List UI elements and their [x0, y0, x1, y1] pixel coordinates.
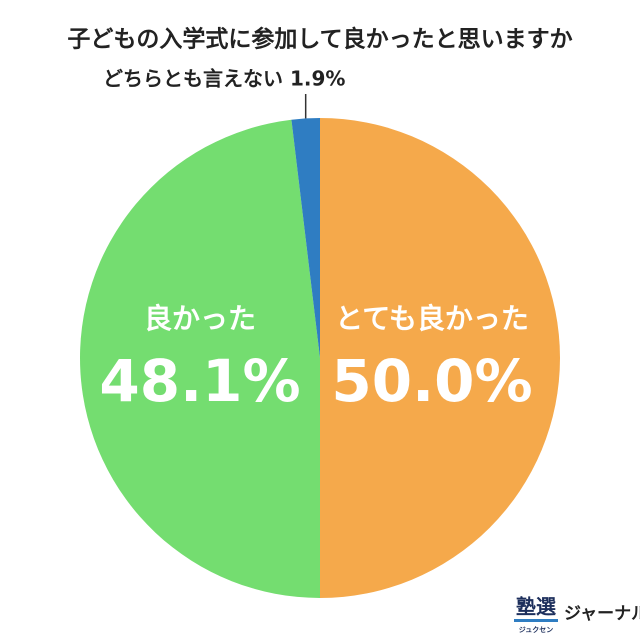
pie-slice [291, 118, 320, 358]
logo-main: 塾選 [516, 595, 556, 619]
slice-label: とても良かった [335, 302, 529, 335]
pie-slice [320, 118, 560, 598]
slice-label: どちらとも言えない [103, 67, 283, 91]
logo-bar [514, 619, 558, 622]
slice-value: 50.0% [331, 347, 532, 415]
chart-title: 子どもの入学式に参加して良かったと思いますか [67, 26, 572, 53]
slice-value: 1.9% [290, 67, 345, 91]
slice-label: 良かった [144, 302, 256, 335]
logo-text: ジャーナル [564, 604, 640, 624]
logo: 塾選 ジュクセン ジャーナル [514, 595, 640, 634]
slice-value: 48.1% [99, 347, 300, 415]
logo-sub: ジュクセン [519, 625, 554, 634]
pie-slice [79, 119, 320, 598]
